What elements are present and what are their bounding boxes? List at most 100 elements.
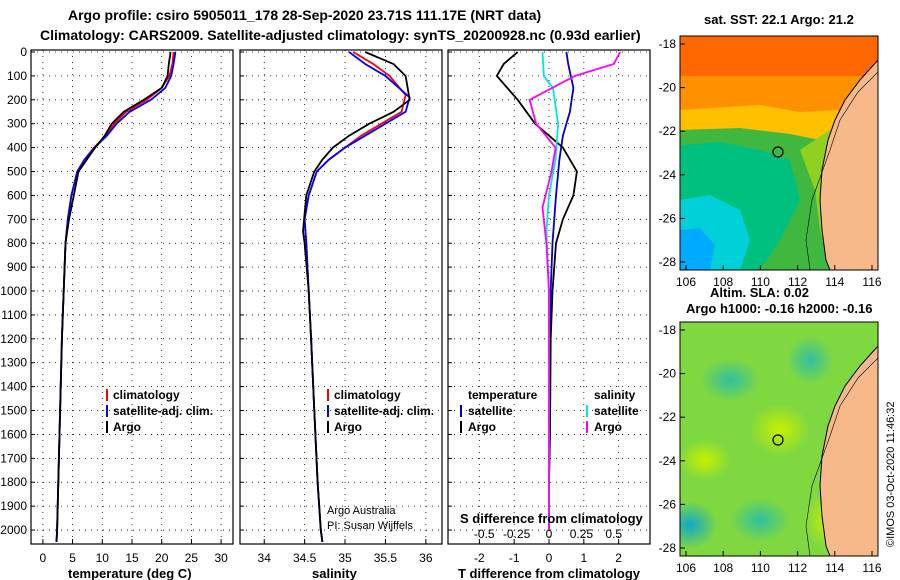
sla-blob-low [730, 498, 790, 542]
series-t-argo [495, 51, 578, 530]
legend-salinity-title: salinity [594, 388, 636, 402]
legend-swatch-climatology [106, 389, 108, 401]
x-tick-label: 30 [214, 551, 228, 565]
legend-t-argo: Argo [468, 420, 496, 434]
depth-tick-label: 1800 [0, 475, 27, 489]
legend-s-satellite: satellite [594, 404, 639, 418]
map-y-tick-label: -28 [659, 255, 677, 269]
salinity-legend: climatology satellite-adj. clim. Argo Ar… [327, 388, 434, 532]
sst-map [680, 36, 878, 270]
x-tick-label: 5 [69, 551, 76, 565]
depth-tick-label: 1200 [0, 332, 27, 346]
x-tick-label: -2 [474, 551, 485, 565]
depth-axis: 0 100 200 300 400 500 600 700 800 900 1000 1100 1200… [0, 45, 27, 537]
legend-swatch-s-satellite [586, 405, 588, 417]
x-tick-label: 34.5 [293, 551, 317, 565]
depth-tick-label: 300 [7, 117, 27, 131]
legend-s-argo: Argo [594, 420, 622, 434]
x-tick-label: 0 [40, 551, 47, 565]
legend-swatch-t-satellite [460, 405, 462, 417]
depth-tick-label: 800 [7, 236, 27, 250]
temperature-panel: 0 5 10 15 20 25 30 [31, 50, 233, 565]
difference-panel: -2 -1 0 1 2 -0.5 -0.25 0 0.25 0.5 [448, 50, 650, 565]
difference-xlabel: T difference from climatology [458, 566, 641, 580]
sla-coastline [819, 345, 878, 556]
x-tick-label: 10 [96, 551, 110, 565]
sla-land [820, 346, 878, 556]
depth-tick-label: 1000 [0, 284, 27, 298]
salinity-panel: 34 34.5 35 35.5 36 [240, 50, 442, 565]
sst-band-warm [680, 36, 878, 76]
series-s-argo [528, 51, 621, 530]
depth-tick-label: 900 [7, 260, 27, 274]
sla-map [680, 322, 878, 556]
legend-satellite: satellite-adj. clim. [334, 404, 434, 418]
map-x-tick-label: 116 [862, 561, 881, 575]
x-tick-label: 2 [615, 551, 622, 565]
sst-map-title: sat. SST: 22.1 Argo: 21.2 [704, 12, 854, 27]
sst-coastline [819, 59, 878, 270]
map-x-tick-label: 106 [676, 561, 696, 575]
map-y-tick-label: -20 [659, 81, 677, 95]
depth-tick-label: 0 [20, 45, 27, 59]
map-y-tick-label: -24 [659, 168, 677, 182]
legend-satellite: satellite-adj. clim. [113, 404, 213, 418]
legend-climatology: climatology [113, 388, 180, 402]
x-tick-label: 36 [419, 551, 433, 565]
sla-blob-high [680, 440, 731, 480]
sst-land [820, 60, 878, 270]
s-diff-tick-label: -0.25 [503, 527, 531, 541]
legend-swatch-t-argo [460, 421, 462, 433]
salinity-panel-frame [239, 49, 443, 545]
map-x-tick-label: 114 [825, 275, 844, 289]
legend-swatch-s-argo [586, 421, 588, 433]
series-argo [55, 51, 172, 543]
depth-tick-label: 600 [7, 188, 27, 202]
legend-swatch-argo [327, 421, 329, 433]
legend-t-satellite: satellite [468, 404, 513, 418]
depth-tick-label: 1600 [0, 427, 27, 441]
depth-tick-label: 1700 [0, 451, 27, 465]
depth-tick-label: 1100 [1, 308, 27, 322]
temperature-xlabel: temperature (deg C) [68, 566, 192, 580]
legend-argo: Argo [334, 420, 362, 434]
sla-map-frame [679, 321, 879, 557]
map-axes: -18 -20 -22 -24 -26 -28 106 108 110 112 114 116 -18 -… [659, 37, 882, 575]
sla-blob-low [786, 336, 834, 384]
sla-isobath [805, 357, 878, 556]
s-diff-tick-label: -0.5 [474, 527, 495, 541]
series-satellite-adj-clim- [55, 51, 177, 543]
difference-legend: temperature satellite Argo salinity sate… [460, 388, 639, 434]
legend-swatch-satellite [327, 405, 329, 417]
sla-map-title-2: Argo h1000: -0.16 h2000: -0.16 [686, 301, 872, 316]
depth-tick-label: 1400 [0, 380, 27, 394]
map-y-tick-label: -18 [659, 323, 677, 337]
x-tick-label: -1 [509, 551, 520, 565]
annotation-pi: PI: Susan Wijffels [327, 520, 413, 532]
legend-swatch-argo [106, 421, 108, 433]
header-line-1: Argo profile: csiro 5905011_178 28-Sep-2… [68, 7, 541, 23]
map-y-tick-label: -22 [659, 124, 677, 138]
sla-argo-float-marker [772, 434, 784, 446]
x-tick-label: 34 [258, 551, 272, 565]
x-tick-label: 35 [338, 551, 352, 565]
credit-label: ©IMOS 03-Oct-2020 11:46:32 [885, 402, 897, 547]
map-y-tick-label: -20 [659, 367, 677, 381]
sst-map-frame [679, 35, 879, 271]
depth-tick-label: 700 [7, 212, 27, 226]
x-tick-label: 35.5 [374, 551, 398, 565]
map-x-tick-label: 112 [788, 275, 807, 289]
x-tick-label: 20 [155, 551, 169, 565]
s-diff-tick-label: 0.25 [570, 527, 594, 541]
sla-blob-low [700, 358, 760, 402]
series-argo [302, 51, 411, 543]
s-diff-tick-label: 0 [546, 527, 553, 541]
map-y-tick-label: -24 [659, 454, 677, 468]
depth-tick-label: 1300 [0, 356, 27, 370]
x-tick-label: 15 [125, 551, 139, 565]
series-climatology [303, 51, 407, 543]
depth-tick-label: 1900 [0, 499, 27, 513]
depth-tick-label: 1500 [0, 404, 27, 418]
sst-band-blue [680, 228, 715, 270]
